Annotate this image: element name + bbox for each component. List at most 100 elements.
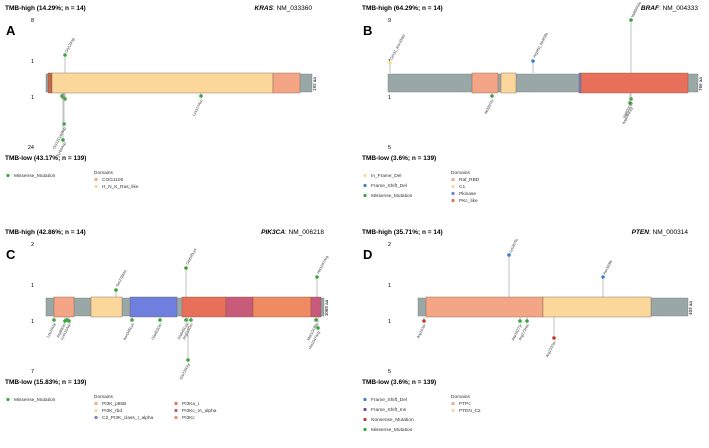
tick-bottom-max: 5 [388, 145, 391, 151]
tmb-low-title: TMB-low (3.6%; n = 139) [362, 155, 436, 162]
legend-mutation-type: Missense_Mutation [371, 427, 413, 433]
mutation-label: Val600Glu [630, 1, 642, 18]
legend-dot-frame_shift_ins [363, 407, 367, 412]
tick-top-max: 2 [388, 242, 391, 248]
legend-domain-swatch [94, 415, 98, 420]
domain-block-3 [129, 296, 178, 318]
domain-block-2 [90, 296, 123, 318]
legend-domain-swatch [451, 198, 455, 203]
tick-bottom-min: 1 [31, 95, 34, 101]
lollipop-arg15ter-dot [422, 319, 426, 323]
mutation-label: Glu453Gln [151, 323, 163, 341]
mutation-label: Glu545Lys [185, 248, 197, 266]
lollipop-c-low-9-dot [314, 318, 318, 322]
mutation-label: Ser278Asn [115, 269, 127, 287]
legend-domain-swatch [94, 401, 98, 406]
panel-label: B [363, 23, 372, 38]
gene-title: PIK3CA: NM_006218 [261, 229, 324, 236]
domain-block-4 [181, 296, 227, 318]
tick-top-max: 8 [31, 18, 34, 24]
legend-domains-header: Domains [451, 394, 471, 400]
lollipop-lys267fs-dot [507, 253, 511, 257]
legend-domain-name: C1 [459, 184, 465, 190]
domain-block-5 [225, 296, 254, 318]
lollipop-ile326-dot [490, 94, 494, 98]
lollipop-c-low-5-dot [158, 318, 162, 322]
lollipop-c-low-10-dot [316, 326, 320, 330]
tmb-high-title: TMB-high (64.29%; n = 14) [362, 5, 443, 12]
lollipop-c-low-3-dot [67, 319, 71, 323]
legend-domain-swatch [94, 408, 98, 413]
lollipop-asp594-dot [628, 101, 632, 105]
legend-domain-swatch [174, 408, 178, 413]
domain-block-2 [500, 72, 517, 94]
panel-b: B TMB-high (64.29%; n = 14) BRAF: NM_00433… [362, 1, 703, 204]
mutation-label: Gln32_Asn33del [389, 34, 406, 61]
legend-domain-swatch [451, 184, 455, 189]
legend-domain-name: PI3Ka_I [182, 401, 199, 407]
legend-domain-name: Raf_RBD [459, 177, 480, 183]
mutation-label: Arg233Ter [545, 340, 557, 358]
legend-domain-swatch [451, 401, 455, 406]
legend-mutation-type: Frame_Shift_Del [371, 183, 407, 189]
legend-dot-missense_mutation [363, 427, 367, 432]
legend-mutation-type: Missense_Mutation [14, 397, 56, 403]
gene-accession: : NM_006218 [285, 229, 324, 236]
mutation-label: Arg88Gln [56, 323, 67, 339]
legend-domain-swatch [451, 177, 455, 182]
domain-block-1 [47, 72, 53, 94]
lollipop-c-low-8-dot [186, 358, 190, 362]
legend-domain-swatch [174, 415, 178, 420]
mutation-label: Asn345Lys [123, 323, 135, 341]
tmb-low-title: TMB-low (3.6%; n = 139) [362, 379, 436, 386]
domain-block-7 [310, 296, 322, 318]
legend-domain-name: H_N_K_Ras_like [102, 184, 139, 190]
tick-bottom-min: 1 [388, 319, 391, 325]
legend-mutation-type: Frame_Shift_Del [371, 397, 407, 403]
mutation-label: Arg173His [518, 324, 530, 342]
legend-domain-name: PI3Kc_IA_alpha [182, 408, 217, 414]
protein-length: 766 aa [698, 77, 703, 91]
domain-block-3 [578, 72, 582, 94]
tmb-low-title: TMB-low (15.83%; n = 139) [5, 379, 86, 386]
legend-domains-header: Domains [94, 394, 114, 400]
protein-length: 403 aa [688, 301, 693, 315]
legend-domain-swatch [174, 401, 178, 406]
legend-domain-swatch [451, 408, 455, 413]
lollipop-c-low-7-dot [189, 318, 193, 322]
lollipop-glu545-top-dot [184, 266, 188, 270]
protein-length: 192 aa [312, 77, 317, 91]
mutation-label: Ile326Thr [484, 98, 495, 115]
domain-block-3 [272, 72, 301, 94]
gene-accession: : NM_000314 [649, 229, 688, 236]
lollipop-gly13asp-top-dot [63, 53, 67, 57]
tick-top-min: 1 [31, 283, 34, 289]
gene-title: PTEN: NM_000314 [632, 229, 689, 236]
mutation-label: Glu726Gly [179, 363, 191, 381]
lollipop-val600glu-top-dot [629, 18, 633, 22]
legend-domain-swatch [94, 184, 98, 189]
mutation-label: Arg15Ter [416, 323, 427, 339]
mutation-label: Gly13Asp [64, 37, 75, 53]
panel-label: D [363, 247, 372, 262]
lollipop-lys117-dot [199, 94, 203, 98]
legend-domain-name: PI3K_rbd [102, 408, 122, 414]
lollipop-arg233ter-dot [552, 336, 556, 340]
legend-mutation-type: Missense_Mutation [14, 173, 56, 179]
legend-domain-name: Pkinase [459, 191, 476, 197]
legend-dot-frame_shift_del [363, 183, 367, 188]
panel-d: D TMB-high (35.71%; n = 14) PTEN: NM_00031… [362, 229, 693, 433]
tick-bottom-max: 7 [31, 369, 34, 375]
legend-mutation-type: Frame_Shift_Ins [371, 407, 407, 413]
tick-top-min: 1 [388, 283, 391, 289]
gene-accession: : NM_004333 [659, 5, 698, 12]
gene-accession: : NM_033360 [273, 5, 312, 12]
tick-top-min: 1 [31, 59, 34, 65]
tick-top-max: 2 [31, 242, 34, 248]
legend-domain-swatch [451, 191, 455, 196]
lollipop-ser278-dot [114, 288, 118, 292]
legend-dot-frame_shift_del [363, 397, 367, 402]
domain-block-2 [51, 72, 274, 94]
lollipop-his1047-top-dot [315, 275, 319, 279]
tick-bottom-max: 24 [28, 145, 34, 151]
